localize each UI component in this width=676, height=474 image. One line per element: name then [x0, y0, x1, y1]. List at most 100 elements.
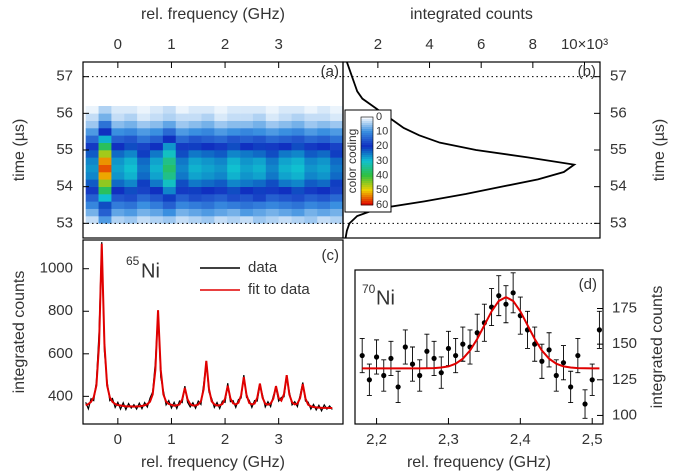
heatmap-cell — [150, 216, 164, 224]
tick-label: 175 — [612, 299, 637, 316]
heatmap-cell — [137, 216, 151, 224]
heatmap-cell — [252, 135, 267, 143]
heatmap — [85, 106, 343, 224]
heatmap-cell — [227, 194, 241, 202]
colorbar-swatch — [361, 163, 373, 166]
tick-label: 2 — [374, 36, 382, 53]
heatmap-cell — [201, 208, 215, 217]
heatmap-cell — [162, 113, 177, 121]
heatmap-cell — [124, 208, 138, 217]
heatmap-cell — [317, 128, 331, 136]
tick-label: 54 — [56, 178, 73, 195]
heatmap-cell — [85, 113, 99, 121]
heatmap-cell — [304, 216, 318, 224]
heatmap-cell — [252, 216, 267, 224]
colorbar-swatch — [361, 153, 373, 156]
heatmap-cell — [278, 113, 292, 121]
heatmap-cell — [317, 142, 331, 151]
heatmap-cell — [278, 194, 292, 202]
heatmap-cell — [240, 113, 254, 121]
heatmap-cell — [265, 157, 279, 165]
heatmap-cell — [124, 164, 138, 173]
heatmap-cell — [98, 164, 112, 173]
heatmap-cell — [201, 216, 215, 224]
heatmap-cell — [330, 208, 343, 217]
heatmap-cell — [150, 164, 164, 173]
heatmap-cell — [150, 135, 164, 143]
heatmap-cell — [201, 172, 215, 180]
heatmap-cell — [317, 172, 331, 180]
colorbar-swatch — [361, 157, 373, 160]
heatmap-cell — [214, 172, 228, 180]
heatmap-cell — [150, 113, 164, 121]
tick-label: 1000 — [40, 260, 73, 277]
heatmap-cell — [188, 164, 202, 173]
heatmap-cell — [98, 172, 112, 180]
axis-title: time (µs) — [651, 119, 668, 182]
heatmap-cell — [240, 120, 254, 129]
heatmap-cell — [291, 142, 305, 151]
heatmap-cell — [124, 135, 138, 143]
heatmap-cell — [201, 135, 215, 143]
heatmap-cell — [162, 135, 177, 143]
data-point — [445, 345, 452, 352]
heatmap-cell — [124, 150, 138, 158]
heatmap-cell — [150, 150, 164, 158]
heatmap-cell — [162, 201, 177, 209]
heatmap-cell — [240, 201, 254, 209]
tick-label: 2,3 — [438, 431, 459, 448]
panel-label: (d) — [579, 276, 597, 293]
heatmap-cell — [175, 142, 189, 151]
heatmap-cell — [85, 164, 99, 173]
heatmap-cell — [265, 216, 279, 224]
panel-label: (a) — [321, 63, 339, 80]
heatmap-cell — [304, 179, 318, 187]
heatmap-cell — [240, 179, 254, 187]
isotope-mass: 70 — [362, 282, 376, 296]
data-point — [395, 384, 401, 390]
colorbar-swatch — [361, 197, 373, 200]
heatmap-cell — [278, 172, 292, 180]
heatmap-cell — [98, 186, 112, 195]
colorbar-swatch — [361, 199, 373, 202]
heatmap-cell — [124, 179, 138, 187]
heatmap-cell — [304, 135, 318, 143]
heatmap-cell — [111, 135, 125, 143]
heatmap-cell — [330, 201, 343, 209]
heatmap-cell — [240, 208, 254, 217]
heatmap-cell — [252, 150, 267, 158]
heatmap-cell — [201, 150, 215, 158]
heatmap-cell — [227, 128, 241, 136]
heatmap-cell — [304, 201, 318, 209]
heatmap-cell — [214, 179, 228, 187]
heatmap-cell — [85, 106, 99, 114]
colorbar-swatch — [361, 149, 373, 152]
heatmap-cell — [227, 179, 241, 187]
heatmap-cell — [330, 179, 343, 187]
heatmap-cell — [162, 216, 177, 224]
heatmap-cell — [98, 142, 112, 151]
colorbar-swatch — [361, 167, 373, 170]
data-point — [402, 344, 408, 350]
heatmap-cell — [150, 208, 164, 217]
heatmap-cell — [137, 106, 151, 114]
heatmap-cell — [252, 201, 267, 209]
tick-label: 56 — [610, 104, 627, 121]
colorbar-tick-label: 50 — [376, 184, 388, 196]
heatmap-cell — [188, 194, 202, 202]
heatmap-cell — [227, 120, 241, 129]
heatmap-cell — [201, 194, 215, 202]
panel-label: (c) — [322, 247, 340, 264]
heatmap-cell — [330, 194, 343, 202]
heatmap-cell — [98, 194, 112, 202]
heatmap-cell — [317, 164, 331, 173]
heatmap-cell — [304, 120, 318, 129]
tick-label: 3 — [274, 36, 282, 53]
heatmap-cell — [291, 194, 305, 202]
heatmap-cell — [201, 106, 215, 114]
heatmap-cell — [162, 157, 177, 165]
heatmap-cell — [137, 150, 151, 158]
panel-frame — [342, 61, 601, 239]
heatmap-cell — [240, 157, 254, 165]
